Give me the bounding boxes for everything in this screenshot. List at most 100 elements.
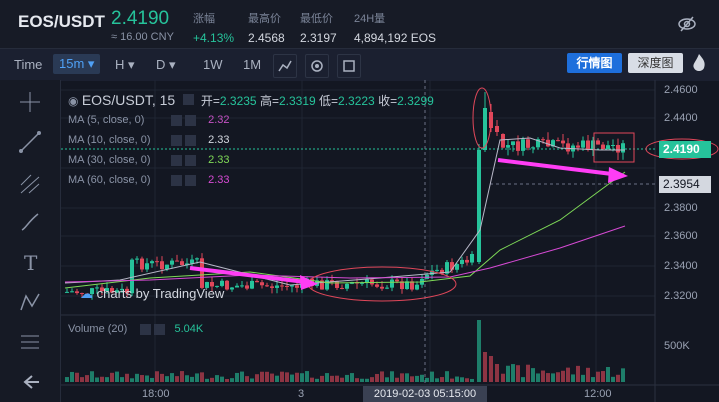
candle-body	[601, 144, 605, 150]
candle-body	[551, 140, 555, 147]
candle-body	[225, 280, 229, 290]
high-label: 高=	[259, 94, 279, 108]
volume-bar	[551, 373, 555, 382]
volume-bar	[215, 375, 219, 382]
tab-depth[interactable]: 深度图	[628, 53, 683, 73]
brush-icon[interactable]	[18, 210, 42, 234]
x-tick: 12:00	[584, 388, 612, 400]
text-icon[interactable]: T	[18, 250, 42, 274]
volume-bar	[581, 374, 585, 382]
ma10-label: MA (10, close, 0)	[68, 134, 151, 146]
ma60-label: MA (60, close, 0)	[68, 174, 151, 186]
candle-body	[506, 145, 510, 148]
annotation-arrow-left	[189, 266, 318, 290]
volume-bar	[280, 371, 284, 382]
ma60-line	[64, 225, 626, 283]
interval-month[interactable]: 1M	[243, 57, 262, 72]
hide-eye-icon[interactable]	[678, 15, 696, 33]
volume-bar	[315, 378, 319, 382]
candle-body	[465, 259, 469, 263]
crosshair-icon[interactable]	[18, 90, 42, 114]
volume-bar	[415, 375, 419, 382]
volume-bar	[495, 364, 499, 382]
flame-icon[interactable]	[690, 53, 708, 73]
settings-icon[interactable]	[171, 154, 183, 166]
volume-value: 5.04K	[174, 323, 204, 335]
volume-bar	[380, 371, 384, 382]
y-tick: 2.3600	[664, 230, 698, 242]
stat-high: 最高价 2.4568	[248, 10, 285, 45]
settings-icon[interactable]	[171, 134, 183, 146]
pair-name[interactable]: EOS/USDT	[18, 12, 105, 31]
volume-bar	[80, 377, 84, 382]
settings-button[interactable]	[305, 54, 329, 78]
fullscreen-button[interactable]	[337, 54, 361, 78]
interval-value: 15m	[59, 56, 85, 71]
candle-body	[240, 285, 244, 287]
line-chart-icon	[278, 60, 292, 72]
pitchfork-icon[interactable]	[18, 172, 42, 196]
tab-candles[interactable]: 行情图	[567, 53, 622, 73]
settings-icon[interactable]	[171, 174, 183, 186]
ruler-icon[interactable]	[18, 330, 42, 354]
candle-body	[165, 264, 169, 270]
volume-bar	[290, 374, 294, 382]
interval-week[interactable]: 1W	[203, 57, 223, 72]
close-icon[interactable]	[185, 154, 197, 166]
candle-body	[501, 134, 505, 148]
close-icon[interactable]	[185, 114, 197, 126]
candle-body	[205, 282, 209, 288]
eye-icon[interactable]: ◉	[68, 94, 79, 108]
cloud-icon: ☁	[80, 286, 93, 301]
settings-icon[interactable]	[171, 114, 183, 126]
volume-bar	[115, 371, 119, 382]
drawing-tools-sidebar: T	[0, 80, 61, 402]
interval-select[interactable]: 15m ▾	[53, 54, 101, 74]
candle-body	[621, 143, 625, 153]
candle-body	[395, 279, 399, 282]
volume-bar	[546, 373, 550, 382]
ma10-legend[interactable]: MA (10, close, 0) 2.33	[68, 134, 230, 146]
candle-body	[400, 281, 404, 290]
volume-bar	[225, 378, 229, 382]
close-icon[interactable]	[185, 174, 197, 186]
stat-high-value: 2.4568	[248, 31, 285, 45]
candle-body	[460, 259, 464, 265]
candle-body	[260, 282, 264, 286]
ma30-legend[interactable]: MA (30, close, 0) 2.33	[68, 154, 230, 166]
volume-bar	[355, 378, 359, 382]
trend-line-icon[interactable]	[18, 130, 42, 154]
interval-day[interactable]: D ▾	[156, 57, 176, 73]
volume-bar	[235, 372, 239, 382]
collapse-arrow-icon[interactable]	[18, 370, 42, 394]
volume-bar	[616, 374, 620, 382]
settings-icon[interactable]	[140, 323, 152, 335]
ma5-legend[interactable]: MA (5, close, 0) 2.32	[68, 114, 230, 126]
symbol-label: EOS/USDT, 15	[81, 92, 176, 108]
volume-legend[interactable]: Volume (20) 5.04K	[68, 323, 203, 335]
chart-type-button[interactable]	[273, 54, 297, 78]
close-icon[interactable]	[154, 323, 166, 335]
volume-bar	[365, 378, 369, 382]
ma60-legend[interactable]: MA (60, close, 0) 2.33	[68, 174, 230, 186]
volume-bar	[430, 371, 434, 382]
ma10-value: 2.33	[208, 134, 230, 146]
candle-body	[115, 290, 119, 293]
interval-hour[interactable]: H ▾	[115, 57, 135, 73]
x-tick: 3	[298, 388, 305, 400]
volume-bar	[511, 364, 515, 382]
candle-body	[345, 283, 349, 289]
pattern-icon[interactable]	[18, 290, 42, 314]
candle-body	[483, 108, 487, 150]
candle-body	[390, 279, 394, 288]
candle-body	[581, 140, 585, 148]
volume-bar	[305, 371, 309, 382]
candle-body	[561, 140, 565, 144]
volume-bar	[135, 373, 139, 382]
close-icon[interactable]	[185, 134, 197, 146]
price-chart[interactable]	[61, 80, 719, 402]
candle-body	[526, 139, 530, 148]
candle-body	[455, 264, 459, 270]
volume-bar	[420, 374, 424, 382]
volume-bar	[65, 377, 69, 382]
